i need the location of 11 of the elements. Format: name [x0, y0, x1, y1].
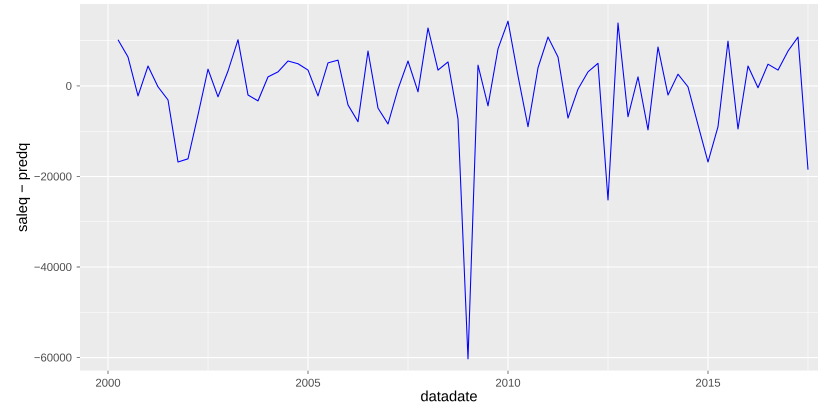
y-tick-label: 0 [66, 82, 72, 90]
x-tick-label: 2005 [296, 378, 320, 387]
y-axis-title: saleq − predq [16, 144, 30, 232]
y-tick-label: −20000 [34, 172, 72, 181]
y-tick-label: −60000 [34, 354, 72, 362]
x-tick-label: 2000 [96, 378, 120, 387]
x-axis-title: datadate [421, 390, 477, 402]
line-series [117, 20, 809, 360]
x-tick-label: 2010 [496, 378, 520, 387]
x-tick-label: 2015 [696, 378, 720, 387]
y-tick-label: −40000 [34, 263, 72, 272]
